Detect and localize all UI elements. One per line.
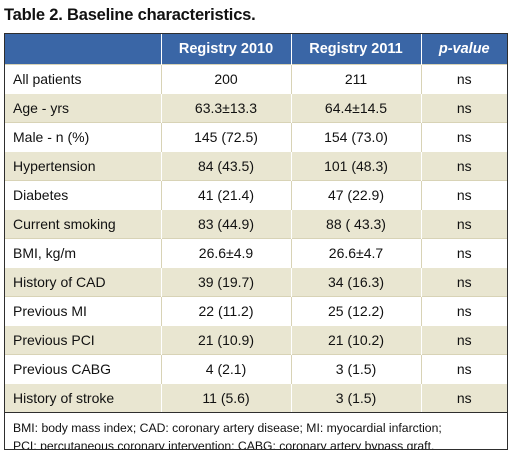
table-cell: 34 (16.3): [290, 266, 421, 296]
table-row: History of CAD 39 (19.7) 34 (16.3) ns: [5, 266, 507, 296]
table-cell: ns: [420, 208, 507, 238]
row-label-cell: Previous CABG: [5, 353, 161, 383]
row-label-cell: Age - yrs: [5, 92, 161, 122]
table-cell: 39 (19.7): [160, 266, 291, 296]
table-cell: ns: [420, 295, 507, 325]
table-cell: 41 (21.4): [160, 179, 291, 209]
baseline-table: Registry 2010 Registry 2011 p-value All …: [4, 33, 508, 450]
row-label-cell: Hypertension: [5, 150, 161, 180]
table-row: BMI, kg/m 26.6±4.9 26.6±4.7 ns: [5, 237, 507, 267]
header-row: Registry 2010 Registry 2011 p-value: [5, 34, 507, 64]
table-row: Hypertension 84 (43.5) 101 (48.3) ns: [5, 150, 507, 180]
table-cell: 21 (10.9): [160, 324, 291, 354]
table-row: History of stroke 11 (5.6) 3 (1.5) ns: [5, 382, 507, 412]
row-label-cell: Male - n (%): [5, 121, 161, 151]
table-cell: 64.4±14.5: [290, 92, 421, 122]
row-label-cell: BMI, kg/m: [5, 237, 161, 267]
row-label-cell: Previous PCI: [5, 324, 161, 354]
table-cell: 211: [290, 63, 421, 93]
table-cell: ns: [420, 353, 507, 383]
table-cell: ns: [420, 63, 507, 93]
table-row: Previous CABG 4 (2.1) 3 (1.5) ns: [5, 353, 507, 383]
table-cell: 3 (1.5): [290, 382, 421, 412]
table-row: Age - yrs 63.3±13.3 64.4±14.5 ns: [5, 92, 507, 122]
table-row: Previous MI 22 (11.2) 25 (12.2) ns: [5, 295, 507, 325]
table-cell: 11 (5.6): [160, 382, 291, 412]
header-cell-label: [5, 34, 161, 64]
footnote-line-2: PCI: percutaneous coronary intervention;…: [13, 439, 435, 450]
p-value-header-text: p-value: [438, 40, 490, 57]
table-cell: 88 ( 43.3): [290, 208, 421, 238]
table-cell: 3 (1.5): [290, 353, 421, 383]
table-cell: 25 (12.2): [290, 295, 421, 325]
table-row: Previous PCI 21 (10.9) 21 (10.2) ns: [5, 324, 507, 354]
table-cell: 154 (73.0): [290, 121, 421, 151]
row-label-cell: History of CAD: [5, 266, 161, 296]
table-cell: 22 (11.2): [160, 295, 291, 325]
header-cell-p-value: p-value: [420, 34, 507, 64]
header-cell-registry-2011: Registry 2011: [290, 34, 421, 64]
table-cell: 26.6±4.9: [160, 237, 291, 267]
table-row: All patients 200 211 ns: [5, 63, 507, 93]
table-cell: 101 (48.3): [290, 150, 421, 180]
table-cell: 47 (22.9): [290, 179, 421, 209]
table-caption: Table 2. Baseline characteristics.: [4, 6, 256, 24]
table-cell: ns: [420, 266, 507, 296]
table-row: Diabetes 41 (21.4) 47 (22.9) ns: [5, 179, 507, 209]
table-row: Male - n (%) 145 (72.5) 154 (73.0) ns: [5, 121, 507, 151]
table-cell: ns: [420, 179, 507, 209]
table-cell: ns: [420, 121, 507, 151]
table-cell: 145 (72.5): [160, 121, 291, 151]
table-cell: 63.3±13.3: [160, 92, 291, 122]
table-cell: 21 (10.2): [290, 324, 421, 354]
row-label-cell: History of stroke: [5, 382, 161, 412]
table-cell: ns: [420, 382, 507, 412]
table-cell: ns: [420, 324, 507, 354]
table-cell: 84 (43.5): [160, 150, 291, 180]
data-table: Registry 2010 Registry 2011 p-value All …: [5, 34, 507, 412]
row-label-cell: Previous MI: [5, 295, 161, 325]
table-footnote: BMI: body mass index; CAD: coronary arte…: [5, 412, 507, 450]
table-cell: 26.6±4.7: [290, 237, 421, 267]
table-row: Current smoking 83 (44.9) 88 ( 43.3) ns: [5, 208, 507, 238]
table-cell: 200: [160, 63, 291, 93]
table-cell: ns: [420, 237, 507, 267]
table-cell: 83 (44.9): [160, 208, 291, 238]
header-cell-registry-2010: Registry 2010: [160, 34, 291, 64]
table-cell: ns: [420, 150, 507, 180]
table-cell: ns: [420, 92, 507, 122]
table-cell: 4 (2.1): [160, 353, 291, 383]
footnote-line-1: BMI: body mass index; CAD: coronary arte…: [13, 421, 442, 435]
table-body: All patients 200 211 ns Age - yrs 63.3±13.3 64…: [5, 63, 507, 412]
row-label-cell: Diabetes: [5, 179, 161, 209]
row-label-cell: All patients: [5, 63, 161, 93]
row-label-cell: Current smoking: [5, 208, 161, 238]
